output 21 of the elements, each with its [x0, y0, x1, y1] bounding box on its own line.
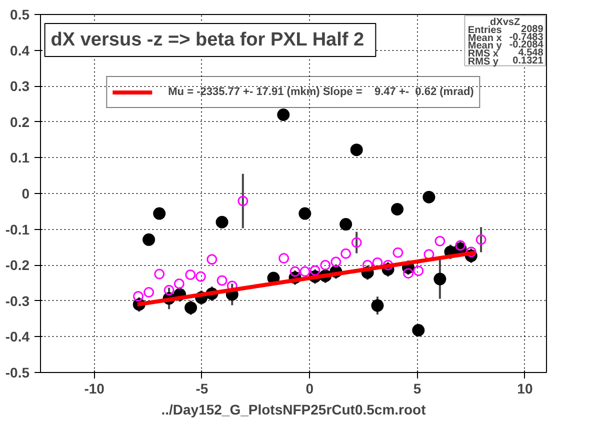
y-tick-label: 0.5 — [10, 6, 30, 22]
y-tick-label: -0.3 — [5, 292, 30, 309]
y-tick-label: -0.1 — [5, 221, 30, 238]
y-tick-label: 0.1 — [10, 150, 30, 166]
x-tick-label: -10 — [84, 380, 105, 396]
y-tick-label: -0.2 — [5, 257, 30, 274]
y-tick-label: 0 — [22, 186, 30, 202]
legend-label: Mu = -2335.77 +- 17.91 (mkm) Slope = 9.47 +- 0.62 (mrad) — [168, 86, 474, 98]
x-axis-title: ../Day152_G_PlotsNFP25rCut0.5cm.root — [161, 402, 426, 418]
x-tick-label: -5 — [196, 380, 208, 396]
x-tick-label: 0 — [306, 380, 314, 396]
y-tick-label: 0.2 — [10, 114, 30, 130]
text: RMS y 0.1321 — [468, 55, 544, 68]
y-tick-label: 0.3 — [10, 78, 30, 94]
y-tick-label: 0.4 — [10, 42, 30, 58]
x-tick-label: 5 — [413, 380, 422, 396]
y-tick-label: -0.5 — [5, 364, 30, 380]
y-tick-label: -0.4 — [5, 328, 30, 345]
text: dX versus -z => beta for PXL Half 2 — [50, 29, 364, 50]
x-tick-label: 10 — [517, 380, 533, 396]
annotation: dXvsZ — [490, 17, 520, 28]
